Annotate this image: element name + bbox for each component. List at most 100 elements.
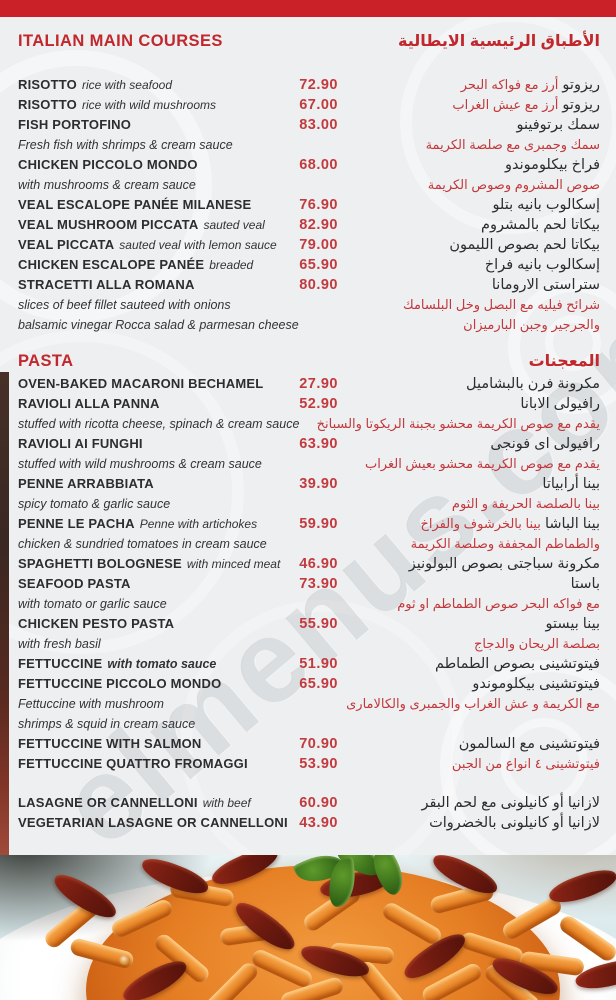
item-name: VEGETARIAN LASAGNE OR CANNELLONI (18, 815, 288, 830)
item-name-arabic: فراخ بيكلوموندو (338, 155, 600, 175)
item-description: Fettuccine with mushroom (18, 697, 164, 711)
item-name: RISOTTO (18, 97, 77, 112)
item-english: SEAFOOD PASTA 73.90 (18, 574, 338, 594)
item-name-arabic-text: مكرونة فرن بالبشاميل (466, 376, 600, 392)
item-price: 82.90 (299, 217, 338, 233)
menu-section: ITALIAN MAIN COURSES الأطباق الرئيسية الا… (18, 30, 600, 335)
item-subtext: Penne with artichokes (139, 517, 258, 531)
item-english: FETTUCCINE QUATTRO FROMAGGI 53.90 (18, 754, 338, 774)
item-name-arabic: بيكاتا لحم بالمشروم (338, 215, 600, 235)
section-title-en: ITALIAN MAIN COURSES (18, 32, 223, 50)
item-name: PENNE ARRABBIATA (18, 476, 154, 491)
item-price: 60.90 (299, 795, 338, 811)
menu-item-row: SEAFOOD PASTA 73.90 باستا (18, 574, 600, 594)
menu-item-row: FETTUCCINE WITH SALMON 70.90 فيتوتشينى مع … (18, 734, 600, 754)
item-name-arabic-text: فيتوتشينى بيكلوموندو (472, 676, 600, 692)
item-name-arabic: فيتوتشينى مع السالمون (338, 734, 600, 754)
menu-item-row: RISOTTO rice with wild mushrooms 67.00 ريزو… (18, 95, 600, 115)
item-name-arabic-text: بينا بيستو (545, 616, 600, 632)
item-english: CHICKEN ESCALOPE PANÉE breaded 65.90 (18, 255, 338, 275)
item-name: STRACETTI ALLA ROMANA (18, 277, 195, 292)
item-name-arabic: لازانيا أو كانيلونى بالخضروات (338, 813, 600, 833)
item-name-arabic-text: لازانيا أو كانيلونى مع لحم البقر (421, 795, 600, 811)
item-price: 43.90 (299, 815, 338, 831)
item-price: 53.90 (299, 756, 338, 772)
item-price: 27.90 (299, 376, 338, 392)
item-description-row: with fresh basil بصلصة الريحان والدجاج (18, 634, 600, 654)
item-name: FISH PORTOFINO (18, 117, 132, 132)
item-price: 52.90 (299, 396, 338, 412)
item-subtext: breaded (209, 258, 254, 272)
menu-item-row: VEAL MUSHROOM PICCATA sauted veal 82.90 بيك… (18, 215, 600, 235)
item-english: FETTUCCINE PICCOLO MONDO 65.90 (18, 674, 338, 694)
item-name: FETTUCCINE WITH SALMON (18, 736, 202, 751)
menu-item-row: CHICKEN ESCALOPE PANÉE breaded 65.90 إسكالو… (18, 255, 600, 275)
item-name: FETTUCCINE (18, 656, 103, 671)
item-name: VEAL ESCALOPE PANÉE MILANESE (18, 197, 252, 212)
item-english: FETTUCCINE with tomato sauce 51.90 (18, 654, 338, 674)
penne-hole (118, 953, 132, 966)
item-english: RAVIOLI AI FUNGHI 63.90 (18, 434, 338, 454)
item-description: stuffed with ricotta cheese, spinach & c… (18, 417, 300, 431)
item-name-arabic: بينا بيستو (338, 614, 600, 634)
item-description-row: with tomato or garlic sauce مع فواكه البح… (18, 594, 600, 614)
item-name-arabic: مكرونة سباجتى بصوص البولونيز (338, 554, 600, 574)
item-description-arabic: والطماطم المجففة وصلصة الكريمة (410, 536, 600, 551)
menu-item-row: FISH PORTOFINO 83.00 سمك برتوفينو (18, 115, 600, 135)
item-name-arabic-text: باستا (570, 576, 600, 592)
section-title-ar: الأطباق الرئيسية الايطالية (398, 33, 600, 50)
item-price: 39.90 (299, 476, 338, 492)
menu-item-row: SPAGHETTI BOLOGNESE with minced meat 46.90… (18, 554, 600, 574)
menu-item-row: CHICKEN PICCOLO MONDO 68.00 فراخ بيكلوموند… (18, 155, 600, 175)
item-name-arabic-text: بيكاتا لحم بصوص الليمون (449, 237, 600, 253)
item-name: CHICKEN ESCALOPE PANÉE (18, 257, 205, 272)
item-name-arabic: ستراستى الارومانا (338, 275, 600, 295)
item-description-row: balsamic vinegar Rocca salad & parmesan … (18, 315, 600, 335)
item-english: FISH PORTOFINO 83.00 (18, 115, 338, 135)
item-name-arabic: بينا أرابياتا (338, 474, 600, 494)
menu-item-row: PENNE ARRABBIATA 39.90 بينا أرابياتا (18, 474, 600, 494)
menu-item-row: FETTUCCINE QUATTRO FROMAGGI 53.90 فيتوتشين… (18, 754, 600, 774)
item-english: PENNE LE PACHA Penne with artichokes 59.90 (18, 514, 338, 534)
top-red-bar (0, 0, 616, 17)
item-name: LASAGNE OR CANNELLONI (18, 795, 198, 810)
item-price: 55.90 (299, 616, 338, 632)
item-name-arabic: لازانيا أو كانيلونى مع لحم البقر (338, 793, 600, 813)
item-name: CHICKEN PICCOLO MONDO (18, 157, 198, 172)
item-description-arabic: شرائح فيليه مع البصل وخل البلسامك (402, 297, 600, 312)
item-english: CHICKEN PESTO PASTA 55.90 (18, 614, 338, 634)
item-subtext: with tomato sauce (107, 657, 217, 671)
item-english: VEGETARIAN LASAGNE OR CANNELLONI 43.90 (18, 813, 338, 833)
item-name-arabic-text: فيتوتشينى مع السالمون (458, 736, 600, 752)
item-english: FETTUCCINE WITH SALMON 70.90 (18, 734, 338, 754)
item-name-arabic-text: إسكالوب بانيه فراخ (484, 257, 600, 273)
item-name-arabic: ريزوتو أرز مع فواكه البحر (338, 75, 600, 95)
item-name-arabic-text: رافيولى اى فونجى (490, 436, 600, 452)
item-price: 51.90 (299, 656, 338, 672)
item-english: RISOTTO rice with wild mushrooms 67.00 (18, 95, 338, 115)
item-price: 73.90 (299, 576, 338, 592)
item-description: spicy tomato & garlic sauce (18, 497, 171, 511)
item-name-arabic: فيتوتشينى بيكلوموندو (338, 674, 600, 694)
section-title-en: PASTA (18, 352, 74, 370)
item-name-arabic: ريزوتو أرز مع عيش الغراب (338, 95, 600, 115)
item-subtext: rice with wild mushrooms (81, 98, 216, 112)
item-english: VEAL MUSHROOM PICCATA sauted veal 82.90 (18, 215, 338, 235)
item-price: 68.00 (299, 157, 338, 173)
item-description: with tomato or garlic sauce (18, 597, 167, 611)
item-desc-arabic-inline: بينا بالخرشوف والفراخ (420, 516, 541, 531)
item-subtext: sauted veal with lemon sauce (119, 238, 277, 252)
item-description-row: shrimps & squid in cream sauce (18, 714, 600, 734)
menu-item-row: CHICKEN PESTO PASTA 55.90 بينا بيستو (18, 614, 600, 634)
item-description: chicken & sundried tomatoes in cream sau… (18, 537, 267, 551)
section-header: PASTA المعجنات (18, 350, 600, 372)
item-description-row: with mushrooms & cream sauce صوص المشروم … (18, 175, 600, 195)
item-name-arabic-text: رافيولى الابانا (520, 396, 600, 412)
item-name-arabic-text: مكرونة سباجتى بصوص البولونيز (408, 556, 600, 572)
item-name-arabic-text: بينا أرابياتا (542, 476, 600, 492)
item-name: SPAGHETTI BOLOGNESE (18, 556, 182, 571)
item-name-arabic: إسكالوب بانيه بتلو (338, 195, 600, 215)
menu-item-row: STRACETTI ALLA ROMANA 80.90 ستراستى الاروم… (18, 275, 600, 295)
item-name: CHICKEN PESTO PASTA (18, 616, 175, 631)
